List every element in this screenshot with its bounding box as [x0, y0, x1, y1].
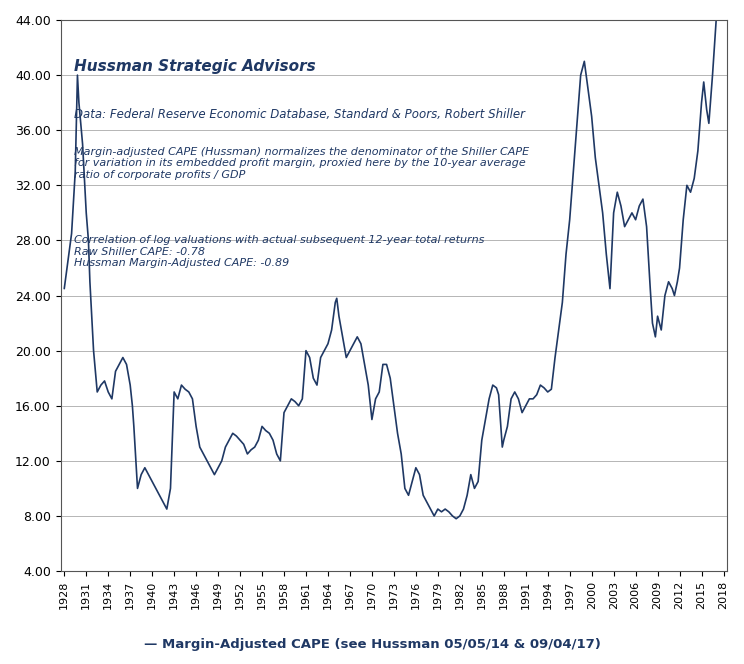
Text: Data: Federal Reserve Economic Database, Standard & Poors, Robert Shiller: Data: Federal Reserve Economic Database,…: [74, 108, 525, 121]
Text: Correlation of log valuations with actual subsequent 12-year total returns
Raw S: Correlation of log valuations with actua…: [74, 235, 484, 268]
Text: Margin-adjusted CAPE (Hussman) normalizes the denominator of the Shiller CAPE
fo: Margin-adjusted CAPE (Hussman) normalize…: [74, 147, 529, 180]
Text: — Margin-Adjusted CAPE (see Hussman 05/05/14 & 09/04/17): — Margin-Adjusted CAPE (see Hussman 05/0…: [144, 637, 600, 651]
Text: Hussman Strategic Advisors: Hussman Strategic Advisors: [74, 58, 315, 74]
